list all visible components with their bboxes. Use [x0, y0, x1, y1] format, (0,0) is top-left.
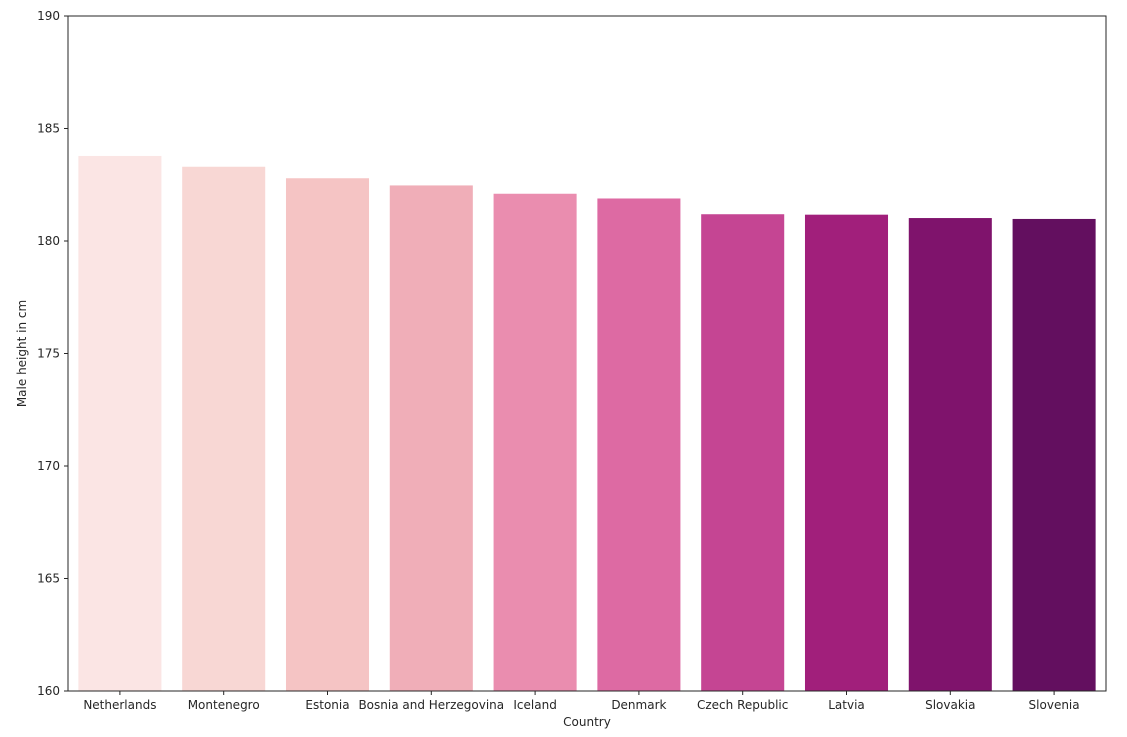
- y-tick-label: 160: [37, 684, 60, 698]
- x-tick-label: Estonia: [305, 698, 349, 712]
- bar-bosnia-and-herzegovina: [389, 185, 473, 691]
- x-tick-label: Latvia: [828, 698, 865, 712]
- bar-estonia: [285, 178, 370, 692]
- y-tick-label: 165: [37, 572, 60, 586]
- y-tick-label: 170: [37, 459, 60, 473]
- y-tick-label: 190: [37, 9, 60, 23]
- bar-latvia: [804, 214, 889, 691]
- x-tick-label: Slovakia: [925, 698, 975, 712]
- x-tick-label: Netherlands: [83, 698, 156, 712]
- y-axis: 160 165 170 175 180 185 190: [37, 9, 68, 698]
- x-axis-label: Country: [563, 715, 611, 729]
- y-tick-label: 180: [37, 234, 60, 248]
- bar-slovenia: [1012, 218, 1096, 691]
- bar-denmark: [597, 198, 681, 692]
- bar-slovakia: [908, 218, 992, 692]
- bar-montenegro: [182, 166, 266, 691]
- bar-iceland: [493, 193, 577, 691]
- x-tick-label: Slovenia: [1029, 698, 1080, 712]
- bar-czech-republic: [701, 214, 785, 692]
- bar-netherlands: [78, 155, 162, 691]
- x-tick-label: Montenegro: [188, 698, 260, 712]
- y-tick-label: 175: [37, 347, 60, 361]
- x-tick-label: Czech Republic: [697, 698, 788, 712]
- x-axis: Netherlands Montenegro Estonia Bosnia and H…: [83, 691, 1080, 712]
- x-tick-label: Denmark: [611, 698, 666, 712]
- x-tick-label: Bosnia and Herzegovina: [358, 698, 504, 712]
- y-axis-label: Male height in cm: [15, 300, 29, 407]
- bars-group: [78, 155, 1096, 692]
- y-tick-label: 185: [37, 122, 60, 136]
- x-tick-label: Iceland: [513, 698, 556, 712]
